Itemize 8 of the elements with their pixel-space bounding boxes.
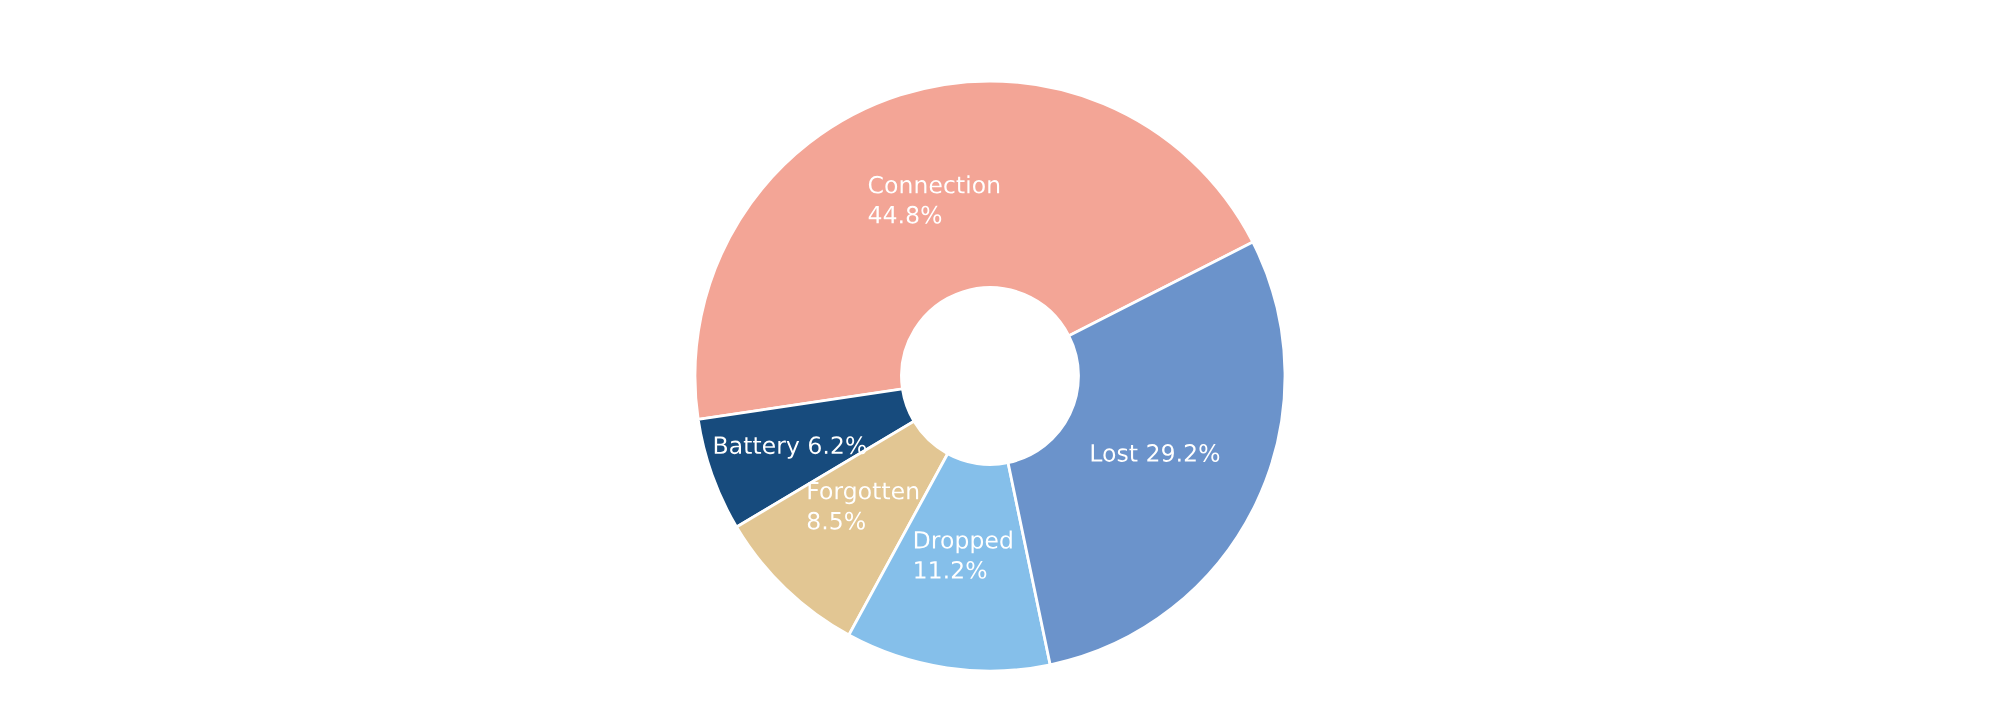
slice-label: Dropped xyxy=(914,530,1012,554)
slice-label: Battery 6.2% xyxy=(714,436,867,459)
slice-label: Connection xyxy=(868,175,1000,194)
data-label: 8.5% xyxy=(807,511,865,530)
slice-label: Lost 29.2% xyxy=(1091,444,1220,462)
data-label: 11.2% xyxy=(915,560,987,579)
slice-label: Forgotten xyxy=(808,482,919,505)
data-label: 44.8% xyxy=(868,205,942,224)
